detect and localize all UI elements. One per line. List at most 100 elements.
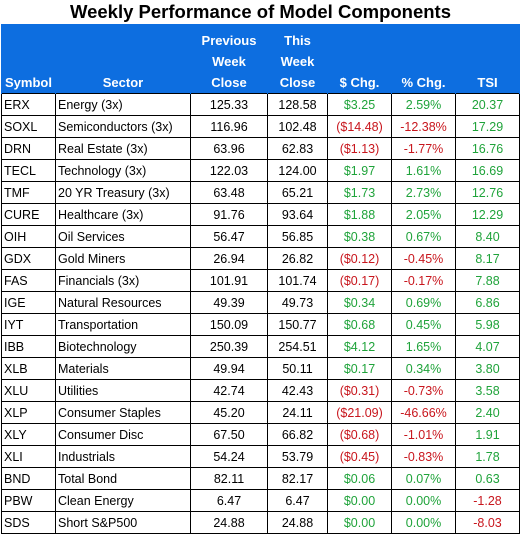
sector-cell: Industrials bbox=[55, 445, 191, 468]
this-close-cell: 56.85 bbox=[267, 225, 328, 248]
previous-close-cell: 42.74 bbox=[190, 379, 268, 402]
symbol-cell: XLI bbox=[1, 445, 56, 468]
this-close-cell: 66.82 bbox=[267, 423, 328, 446]
this-close-cell: 150.77 bbox=[267, 313, 328, 336]
symbol-cell: PBW bbox=[1, 489, 56, 512]
percent-change-cell: 0.34% bbox=[391, 357, 456, 380]
this-close-cell: 50.11 bbox=[267, 357, 328, 380]
sector-cell: Consumer Disc bbox=[55, 423, 191, 446]
sector-cell: Consumer Staples bbox=[55, 401, 191, 424]
symbol-cell: OIH bbox=[1, 225, 56, 248]
previous-close-cell: 49.94 bbox=[190, 357, 268, 380]
previous-close-cell: 150.09 bbox=[190, 313, 268, 336]
percent-change-cell: -0.83% bbox=[391, 445, 456, 468]
table-row: XLU Utilities 42.74 42.43 ($0.31) -0.73% 3.58 bbox=[1, 379, 520, 402]
previous-close-cell: 6.47 bbox=[190, 489, 268, 512]
previous-close-cell: 63.96 bbox=[190, 137, 268, 160]
dollar-change-cell: ($0.17) bbox=[327, 269, 392, 292]
tsi-cell: 4.07 bbox=[455, 335, 520, 358]
symbol-cell: BND bbox=[1, 467, 56, 490]
tsi-cell: 1.78 bbox=[455, 445, 520, 468]
header-tsi: TSI bbox=[455, 24, 520, 94]
percent-change-cell: 2.59% bbox=[391, 93, 456, 116]
percent-change-cell: -0.17% bbox=[391, 269, 456, 292]
tsi-cell: 7.88 bbox=[455, 269, 520, 292]
dollar-change-cell: $4.12 bbox=[327, 335, 392, 358]
previous-close-cell: 45.20 bbox=[190, 401, 268, 424]
table-row: SOXL Semiconductors (3x) 116.96 102.48 ($14.… bbox=[1, 115, 520, 138]
this-close-cell: 124.00 bbox=[267, 159, 328, 182]
table-row: DRN Real Estate (3x) 63.96 62.83 ($1.13) -1.7… bbox=[1, 137, 520, 160]
tsi-cell: 20.37 bbox=[455, 93, 520, 116]
tsi-cell: 2.40 bbox=[455, 401, 520, 424]
previous-close-cell: 125.33 bbox=[190, 93, 268, 116]
this-close-cell: 102.48 bbox=[267, 115, 328, 138]
table-row: XLY Consumer Disc 67.50 66.82 ($0.68) -1.01% 1… bbox=[1, 423, 520, 446]
previous-close-cell: 54.24 bbox=[190, 445, 268, 468]
percent-change-cell: -46.66% bbox=[391, 401, 456, 424]
previous-close-cell: 91.76 bbox=[190, 203, 268, 226]
dollar-change-cell: $1.97 bbox=[327, 159, 392, 182]
tsi-cell: 6.86 bbox=[455, 291, 520, 314]
this-close-cell: 24.88 bbox=[267, 511, 328, 534]
sector-cell: Materials bbox=[55, 357, 191, 380]
tsi-cell: -8.03 bbox=[455, 511, 520, 534]
dollar-change-cell: ($14.48) bbox=[327, 115, 392, 138]
this-close-cell: 65.21 bbox=[267, 181, 328, 204]
sector-cell: Utilities bbox=[55, 379, 191, 402]
table-row: PBW Clean Energy 6.47 6.47 $0.00 0.00% -1.28 bbox=[1, 489, 520, 512]
sector-cell: Semiconductors (3x) bbox=[55, 115, 191, 138]
dollar-change-cell: $0.34 bbox=[327, 291, 392, 314]
sector-cell: Short S&P500 bbox=[55, 511, 191, 534]
dollar-change-cell: ($1.13) bbox=[327, 137, 392, 160]
symbol-cell: TMF bbox=[1, 181, 56, 204]
previous-close-cell: 56.47 bbox=[190, 225, 268, 248]
sector-cell: Gold Miners bbox=[55, 247, 191, 270]
header-row: Symbol Sector Previous Week Close This W… bbox=[1, 24, 520, 94]
previous-close-cell: 122.03 bbox=[190, 159, 268, 182]
dollar-change-cell: $0.00 bbox=[327, 489, 392, 512]
sector-cell: Real Estate (3x) bbox=[55, 137, 191, 160]
symbol-cell: GDX bbox=[1, 247, 56, 270]
symbol-cell: CURE bbox=[1, 203, 56, 226]
dollar-change-cell: ($0.68) bbox=[327, 423, 392, 446]
sector-cell: Oil Services bbox=[55, 225, 191, 248]
symbol-cell: ERX bbox=[1, 93, 56, 116]
sector-cell: Total Bond bbox=[55, 467, 191, 490]
percent-change-cell: 0.45% bbox=[391, 313, 456, 336]
this-close-cell: 6.47 bbox=[267, 489, 328, 512]
dollar-change-cell: $0.00 bbox=[327, 511, 392, 534]
header-sector: Sector bbox=[55, 24, 191, 94]
dollar-change-cell: ($0.45) bbox=[327, 445, 392, 468]
dollar-change-cell: $1.88 bbox=[327, 203, 392, 226]
sector-cell: Financials (3x) bbox=[55, 269, 191, 292]
table-row: CURE Healthcare (3x) 91.76 93.64 $1.88 2.05% 1… bbox=[1, 203, 520, 226]
tsi-cell: 3.80 bbox=[455, 357, 520, 380]
previous-close-cell: 250.39 bbox=[190, 335, 268, 358]
header-dollar-change: $ Chg. bbox=[327, 24, 392, 94]
symbol-cell: XLB bbox=[1, 357, 56, 380]
symbol-cell: SDS bbox=[1, 511, 56, 534]
previous-close-cell: 63.48 bbox=[190, 181, 268, 204]
dollar-change-cell: $0.38 bbox=[327, 225, 392, 248]
sector-cell: Biotechnology bbox=[55, 335, 191, 358]
previous-close-cell: 24.88 bbox=[190, 511, 268, 534]
percent-change-cell: 0.00% bbox=[391, 489, 456, 512]
this-close-cell: 42.43 bbox=[267, 379, 328, 402]
symbol-cell: IYT bbox=[1, 313, 56, 336]
header-previous-week-close: Previous Week Close bbox=[190, 24, 268, 94]
tsi-cell: 12.29 bbox=[455, 203, 520, 226]
symbol-cell: DRN bbox=[1, 137, 56, 160]
table-row: ERX Energy (3x) 125.33 128.58 $3.25 2.59% 20.3… bbox=[1, 93, 520, 116]
tsi-cell: 16.69 bbox=[455, 159, 520, 182]
symbol-cell: IBB bbox=[1, 335, 56, 358]
header-this-week-close: This Week Close bbox=[267, 24, 328, 94]
percent-change-cell: 1.61% bbox=[391, 159, 456, 182]
table-row: GDX Gold Miners 26.94 26.82 ($0.12) -0.45% 8.1… bbox=[1, 247, 520, 270]
this-close-cell: 254.51 bbox=[267, 335, 328, 358]
this-close-cell: 24.11 bbox=[267, 401, 328, 424]
table-row: FAS Financials (3x) 101.91 101.74 ($0.17) -0.… bbox=[1, 269, 520, 292]
this-close-cell: 93.64 bbox=[267, 203, 328, 226]
percent-change-cell: -12.38% bbox=[391, 115, 456, 138]
this-close-cell: 62.83 bbox=[267, 137, 328, 160]
